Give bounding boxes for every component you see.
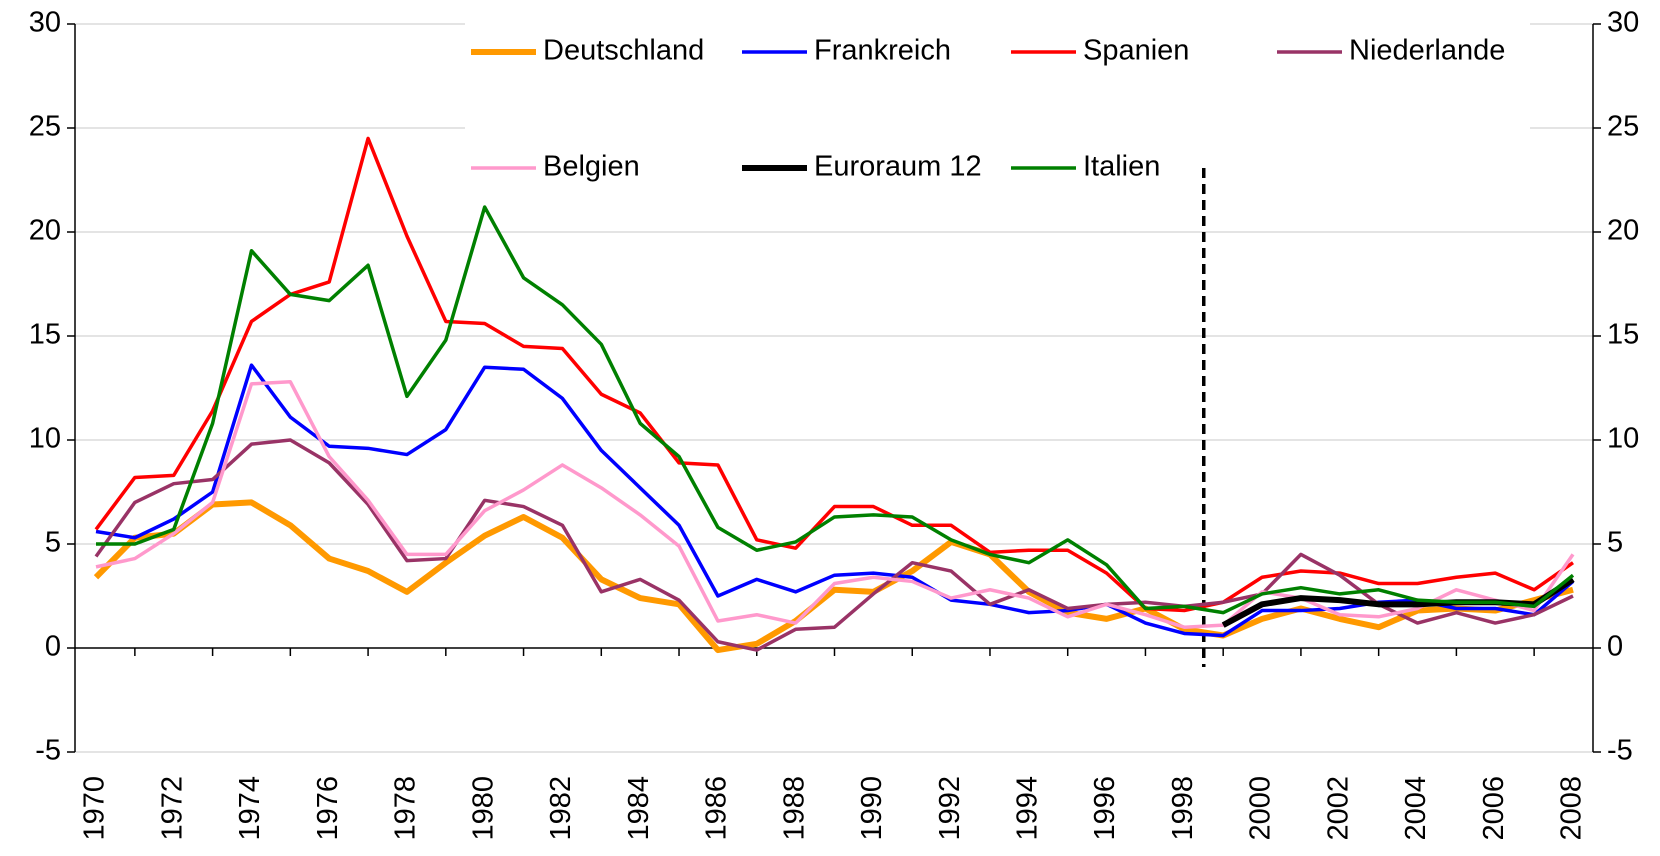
y2-tick-label: 0 [1607,631,1623,663]
x-tick-label: 1974 [234,776,266,841]
x-tick-label: 1972 [156,776,188,841]
y-tick-label: 10 [29,423,61,455]
y-tick-label: 25 [29,111,61,143]
y2-tick-label: 25 [1607,111,1639,143]
y-tick-label: 0 [45,631,61,663]
y-tick-label: 15 [29,319,61,351]
legend-label: Niederlande [1349,35,1505,67]
legend-label: Deutschland [543,35,704,67]
series-line [95,363,1575,638]
x-tick-label: 1980 [467,776,499,841]
legend-label: Frankreich [814,35,951,67]
y-tick-label: -5 [35,735,61,767]
series-line [94,438,1574,652]
legend-label: Euroraum 12 [814,151,982,183]
x-tick-label: 1982 [545,776,577,841]
x-tick-label: 1984 [623,776,655,841]
x-tick-label: 2006 [1478,776,1510,841]
x-tick-label: 1978 [390,776,422,841]
y2-tick-label: 20 [1607,215,1639,247]
x-tick-label: 2000 [1245,776,1277,841]
legend-label: Spanien [1083,35,1189,67]
y-tick-label: 30 [29,7,61,39]
x-tick-label: 2004 [1400,776,1432,841]
y2-tick-label: 15 [1607,319,1639,351]
y-tick-label: 5 [45,527,61,559]
y2-tick-label: 10 [1607,423,1639,455]
y-tick-label: 20 [29,215,61,247]
series-line [96,205,1575,615]
x-tick-label: 1986 [701,776,733,841]
legend-label: Italien [1083,151,1160,183]
legend-label: Belgien [543,151,640,183]
y2-tick-label: 5 [1607,527,1623,559]
x-tick-label: 1988 [778,776,810,841]
series-line [94,136,1574,613]
x-tick-label: 1996 [1089,776,1121,841]
x-tick-label: 1998 [1167,776,1199,841]
series-line [95,380,1575,629]
x-tick-label: 1994 [1011,776,1043,841]
legend-background [465,0,1530,195]
y2-tick-label: 30 [1607,7,1639,39]
x-tick-label: 1990 [856,776,888,841]
series-line [93,499,1574,654]
x-tick-label: 2008 [1556,776,1588,841]
x-tick-label: 1970 [79,776,111,841]
x-tick-label: 1992 [934,776,966,841]
y2-tick-label: -5 [1607,735,1633,767]
x-tick-label: 2002 [1322,776,1354,841]
x-tick-label: 1976 [312,776,344,841]
